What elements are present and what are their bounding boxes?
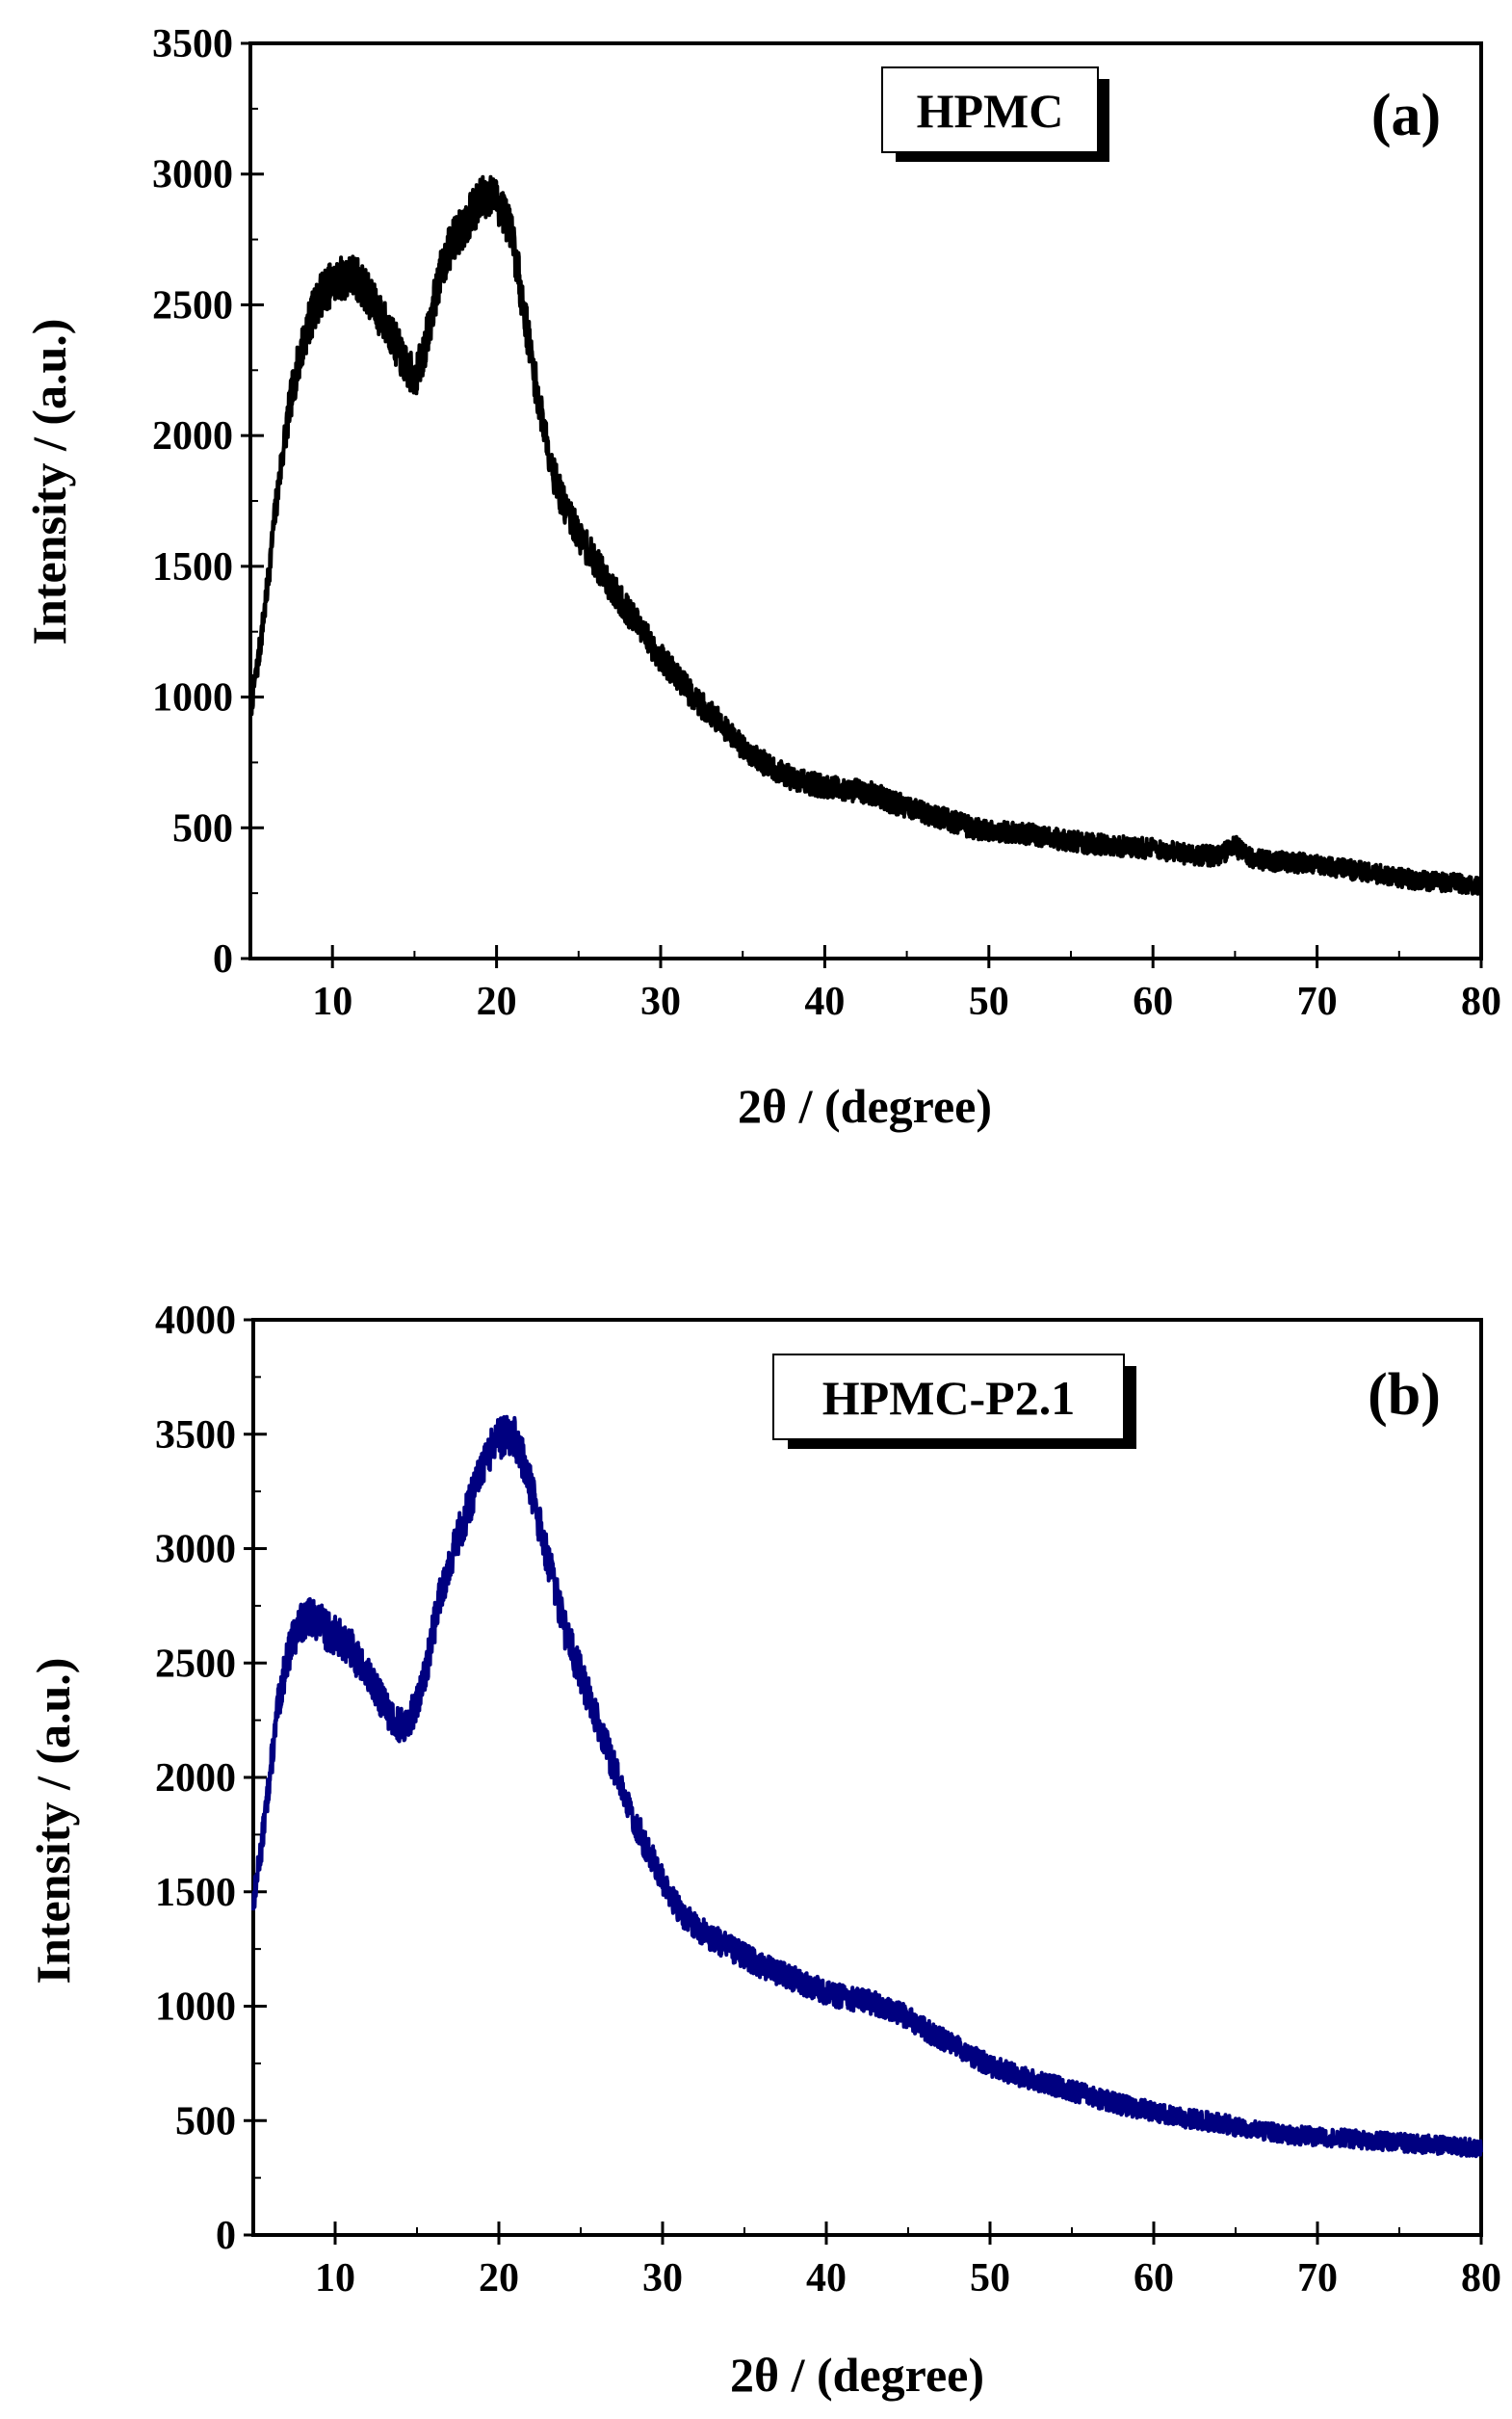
y-tick-label: 3500 bbox=[155, 1413, 236, 1458]
x-tick-label: 40 bbox=[804, 980, 845, 1024]
legend-label: HPMC bbox=[917, 84, 1064, 138]
y-axis-title: Intensity / (a.u.) bbox=[22, 319, 76, 645]
legend-box: HPMC bbox=[881, 66, 1109, 162]
y-tick-label: 0 bbox=[213, 937, 233, 982]
y-axis-title: Intensity / (a.u.) bbox=[26, 1658, 80, 1985]
y-tick-label: 4000 bbox=[155, 1299, 236, 1343]
legend-label: HPMC-P2.1 bbox=[822, 1371, 1075, 1425]
y-tick-label: 1000 bbox=[152, 676, 233, 721]
y-tick-label: 0 bbox=[216, 2214, 236, 2258]
x-tick-label: 50 bbox=[969, 980, 1009, 1024]
x-tick-label: 80 bbox=[1461, 980, 1501, 1024]
x-ticks: 10 20 30 40 50 60 70 80 bbox=[252, 2222, 1501, 2301]
x-tick-label: 60 bbox=[1134, 2256, 1174, 2301]
x-tick-label: 20 bbox=[477, 980, 517, 1024]
x-tick-label: 70 bbox=[1297, 2256, 1338, 2301]
x-tick-label: 80 bbox=[1461, 2256, 1501, 2301]
y-tick-label: 1000 bbox=[155, 1985, 236, 2030]
series-line-hpmc bbox=[248, 174, 1483, 896]
x-tick-label: 60 bbox=[1133, 980, 1173, 1024]
x-tick-label: 70 bbox=[1297, 980, 1338, 1024]
y-tick-label: 3000 bbox=[152, 153, 233, 197]
x-tick-label: 20 bbox=[479, 2256, 519, 2301]
x-axis-title: 2θ / (degree) bbox=[738, 1079, 992, 1133]
y-tick-label: 3000 bbox=[155, 1528, 236, 1572]
series-line-hpmc-p2-1 bbox=[251, 1414, 1483, 2159]
x-tick-label: 10 bbox=[315, 2256, 355, 2301]
panel-label: (b) bbox=[1368, 1362, 1441, 1428]
y-tick-label: 1500 bbox=[155, 1871, 236, 1915]
y-tick-label: 500 bbox=[172, 806, 233, 851]
legend-box: HPMC-P2.1 bbox=[772, 1354, 1136, 1449]
x-axis-title: 2θ / (degree) bbox=[730, 2348, 984, 2402]
legend-frame bbox=[772, 1354, 1125, 1440]
x-tick-label: 40 bbox=[806, 2256, 847, 2301]
legend-frame bbox=[881, 66, 1099, 153]
x-tick-label: 30 bbox=[642, 2256, 683, 2301]
y-tick-label: 2500 bbox=[152, 283, 233, 328]
x-ticks: 10 20 30 40 50 60 70 80 bbox=[249, 945, 1501, 1024]
y-tick-label: 2000 bbox=[152, 414, 233, 459]
y-ticks: 0 500 1000 1500 2000 2500 3000 3500 bbox=[152, 22, 264, 982]
x-tick-label: 30 bbox=[640, 980, 681, 1024]
x-tick-label: 10 bbox=[312, 980, 352, 1024]
chart-panel-b: 0 500 1000 1500 2000 2500 3000 3500 4000 10 20 30 4… bbox=[26, 1299, 1501, 2402]
plot-area-border bbox=[251, 1318, 1483, 2237]
y-tick-label: 1500 bbox=[152, 545, 233, 590]
plot-area-border bbox=[248, 41, 1483, 960]
y-tick-label: 500 bbox=[175, 2099, 236, 2143]
y-tick-label: 3500 bbox=[152, 22, 233, 66]
x-tick-label: 50 bbox=[970, 2256, 1010, 2301]
panel-label: (a) bbox=[1371, 83, 1441, 148]
y-ticks: 0 500 1000 1500 2000 2500 3000 3500 4000 bbox=[155, 1299, 267, 2258]
y-tick-label: 2500 bbox=[155, 1642, 236, 1686]
y-tick-label: 2000 bbox=[155, 1756, 236, 1801]
chart-panel-a: 0 500 1000 1500 2000 2500 3000 3500 10 20 30 40 50 6… bbox=[22, 22, 1501, 1133]
